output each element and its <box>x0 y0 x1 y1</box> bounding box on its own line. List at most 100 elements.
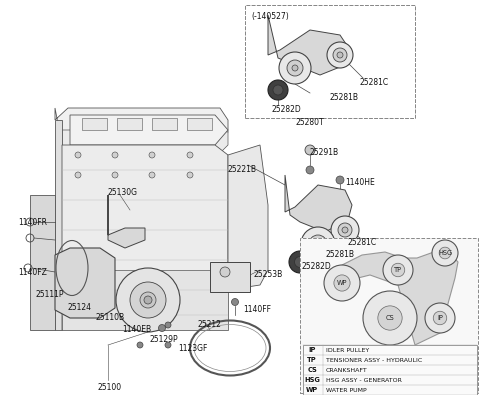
Circle shape <box>337 52 343 58</box>
Text: TP: TP <box>394 267 402 273</box>
Circle shape <box>140 292 156 308</box>
Circle shape <box>268 80 288 100</box>
Circle shape <box>439 247 451 259</box>
Polygon shape <box>352 263 358 374</box>
Circle shape <box>391 263 405 277</box>
Circle shape <box>378 306 402 330</box>
Bar <box>300 238 478 393</box>
Text: 1140EB: 1140EB <box>122 325 151 334</box>
Circle shape <box>130 282 166 318</box>
Text: WATER PUMP: WATER PUMP <box>326 387 367 393</box>
Circle shape <box>273 85 283 95</box>
Circle shape <box>333 48 347 62</box>
Circle shape <box>137 342 143 348</box>
Circle shape <box>425 303 455 333</box>
Circle shape <box>187 152 193 158</box>
Circle shape <box>331 216 359 244</box>
Polygon shape <box>268 15 350 75</box>
Text: HSG ASSY - GENERATOR: HSG ASSY - GENERATOR <box>326 378 402 382</box>
Text: 25281C: 25281C <box>347 238 376 247</box>
Text: 25253B: 25253B <box>253 270 282 279</box>
Polygon shape <box>108 195 145 248</box>
Text: 25280T: 25280T <box>295 118 324 127</box>
Circle shape <box>301 227 335 261</box>
Text: CS: CS <box>307 367 317 373</box>
Polygon shape <box>62 130 228 158</box>
Polygon shape <box>55 248 115 318</box>
Polygon shape <box>55 120 62 330</box>
Text: IP: IP <box>437 315 443 321</box>
Circle shape <box>363 291 417 345</box>
Circle shape <box>433 311 447 325</box>
Text: 25282D: 25282D <box>302 262 332 271</box>
Text: 1123GF: 1123GF <box>178 344 207 353</box>
Polygon shape <box>152 118 177 130</box>
Circle shape <box>165 322 171 328</box>
Text: (-140527): (-140527) <box>251 12 289 21</box>
Circle shape <box>116 268 180 332</box>
Polygon shape <box>62 270 228 330</box>
Circle shape <box>383 255 413 285</box>
Circle shape <box>75 172 81 178</box>
Polygon shape <box>117 118 142 130</box>
Circle shape <box>309 235 327 253</box>
Circle shape <box>149 152 155 158</box>
Text: 1140FZ: 1140FZ <box>18 268 47 277</box>
Text: 1140FF: 1140FF <box>243 305 271 314</box>
Text: 25129P: 25129P <box>150 335 179 344</box>
Text: 1140HE: 1140HE <box>345 178 375 187</box>
Text: HSG: HSG <box>304 377 320 383</box>
Circle shape <box>158 325 166 331</box>
Bar <box>210 262 250 292</box>
Text: WP: WP <box>337 280 347 286</box>
Polygon shape <box>55 108 228 145</box>
Text: IP: IP <box>308 347 316 353</box>
Text: CRANKSHAFT: CRANKSHAFT <box>326 367 368 372</box>
Bar <box>245 5 415 118</box>
Polygon shape <box>187 118 212 130</box>
Circle shape <box>327 42 353 68</box>
Text: 25282D: 25282D <box>272 105 302 114</box>
Text: 25124: 25124 <box>68 303 92 312</box>
Text: 25221B: 25221B <box>228 165 257 174</box>
Polygon shape <box>348 258 362 378</box>
Circle shape <box>220 267 230 277</box>
Circle shape <box>287 60 303 76</box>
Polygon shape <box>285 175 352 232</box>
Text: CS: CS <box>385 315 395 321</box>
Circle shape <box>144 296 152 304</box>
Text: 25130G: 25130G <box>107 188 137 197</box>
Text: TENSIONER ASSY - HYDRAULIC: TENSIONER ASSY - HYDRAULIC <box>326 357 422 363</box>
Text: HSG: HSG <box>438 250 452 256</box>
Text: IDLER PULLEY: IDLER PULLEY <box>326 348 369 352</box>
Polygon shape <box>338 248 458 345</box>
Text: 25291B: 25291B <box>310 148 339 157</box>
Circle shape <box>306 166 314 174</box>
Text: 25100: 25100 <box>98 383 122 392</box>
Bar <box>245 5 415 118</box>
Polygon shape <box>228 145 268 290</box>
Circle shape <box>279 52 311 84</box>
Circle shape <box>75 152 81 158</box>
Circle shape <box>336 176 344 184</box>
Bar <box>303 345 477 395</box>
Text: 25111P: 25111P <box>36 290 64 299</box>
Text: 1140FR: 1140FR <box>18 218 47 227</box>
Text: 25281B: 25281B <box>325 250 354 259</box>
Polygon shape <box>30 195 55 330</box>
Circle shape <box>112 152 118 158</box>
Polygon shape <box>62 145 228 330</box>
Circle shape <box>292 65 298 71</box>
Circle shape <box>149 172 155 178</box>
Polygon shape <box>70 115 228 145</box>
Circle shape <box>334 275 350 291</box>
Text: WP: WP <box>306 387 318 393</box>
Bar <box>300 238 478 393</box>
Circle shape <box>314 241 322 248</box>
Text: 25110B: 25110B <box>95 313 124 322</box>
Circle shape <box>338 223 352 237</box>
Text: 25281B: 25281B <box>330 93 359 102</box>
Text: 25212A: 25212A <box>368 310 397 319</box>
Circle shape <box>231 299 239 305</box>
Circle shape <box>289 251 311 273</box>
